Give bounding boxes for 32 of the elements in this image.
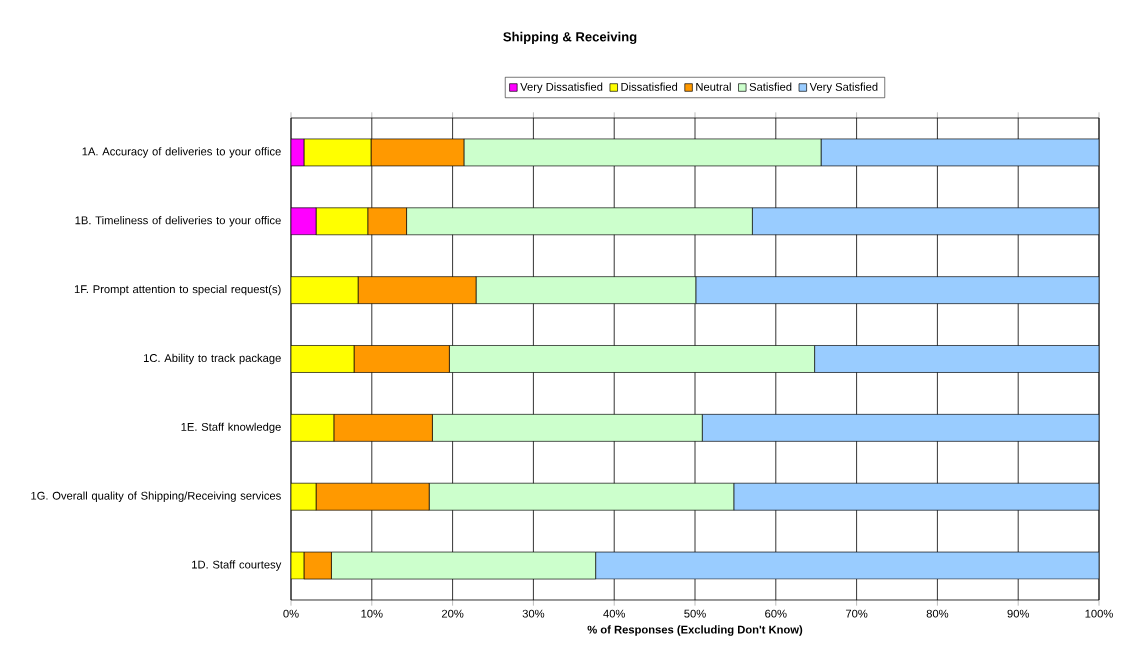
legend-label: Dissatisfied [621,82,678,91]
x-tick-label: 60% [765,609,787,618]
bar [752,207,1099,236]
x-axis-title: % of Responses (Excluding Don't Know) [587,625,803,636]
y-tick-label: 1C. Ability to track package [143,353,281,365]
y-tick-label: 1E. Staff knowledge [181,422,281,434]
x-tick-label: 100% [1085,609,1113,618]
x-tick-label: 90% [1007,609,1029,618]
bar [695,276,1099,304]
x-tick-label: 70% [845,609,868,618]
x-tick-label: 20% [441,609,464,618]
legend-label: Satisfied [749,82,792,91]
y-tick-label: 1F. Prompt attention to special request(s) [74,284,281,296]
legend-label: Neutral [696,82,731,91]
legend-label: Very Satisfied [809,82,878,94]
chart-title: Shipping & Receiving [503,31,637,45]
x-tick-label: 30% [522,609,545,618]
x-tick-label: 80% [926,609,949,618]
x-tick-label: 40% [603,609,626,618]
x-tick-label: 10% [361,609,383,618]
legend-label: Very Dissatisfied [520,82,603,94]
bar [595,551,1099,580]
y-tick-label: 1A. Accuracy of deliveries to your office [82,147,281,158]
x-tick-label: 0% [283,609,299,618]
bar [733,482,1099,511]
y-tick-label: 1G. Overall quality of Shipping/Receiving services [31,491,281,502]
bar [814,345,1099,373]
bar [701,414,1099,442]
bar [820,138,1099,167]
y-tick-label: 1B. Timeliness of deliveries to your office [75,216,281,227]
y-tick-label: 1D. Staff courtesy [192,560,282,571]
x-tick-label: 50% [684,609,706,618]
